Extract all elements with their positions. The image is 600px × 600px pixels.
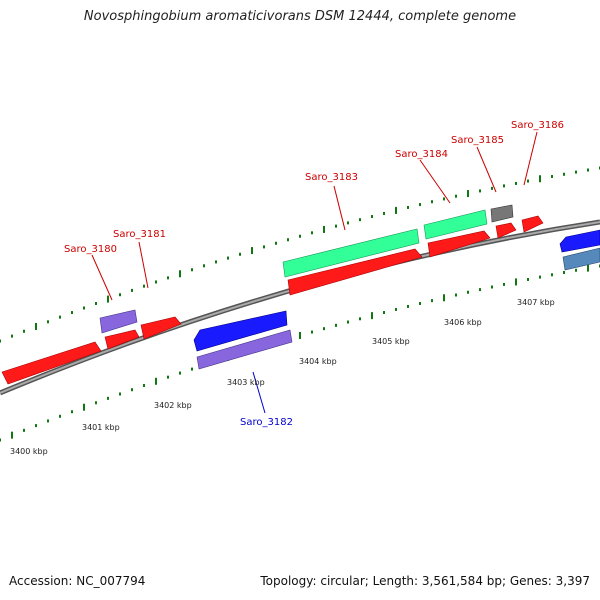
gene-forward-1[interactable]	[1, 341, 102, 385]
gene-feature-saro3184[interactable]	[423, 209, 488, 240]
kbp-label-3405: 3405 kbp	[372, 337, 410, 346]
gene-label-saro3181[interactable]: Saro_3181	[113, 229, 166, 240]
gene-feature-saro3185[interactable]	[490, 204, 514, 223]
gene-feature-saro3183[interactable]	[282, 228, 420, 278]
gene-reverse-right-feature[interactable]	[562, 247, 600, 271]
kbp-label-3400: 3400 kbp	[10, 447, 48, 456]
gene-label-saro3184[interactable]: Saro_3184	[395, 149, 448, 160]
kbp-label-3406: 3406 kbp	[444, 318, 482, 327]
kbp-label-3401: 3401 kbp	[82, 423, 120, 432]
kbp-label-3402: 3402 kbp	[154, 401, 192, 410]
outer-tick-track	[0, 166, 600, 343]
gene-reverse-right[interactable]	[559, 229, 600, 253]
leader-saro3180	[91, 254, 113, 301]
gene-forward-saro3181-b[interactable]	[140, 316, 182, 340]
kbp-label-3404: 3404 kbp	[299, 357, 337, 366]
gene-forward-saro3183[interactable]	[287, 248, 423, 296]
leader-saro3186	[523, 131, 538, 186]
gene-reverse-feature-saro3182[interactable]	[196, 329, 293, 370]
genome-summary-text: Topology: circular; Length: 3,561,584 bp…	[260, 574, 590, 588]
kbp-label-3403: 3403 kbp	[227, 378, 265, 387]
gene-forward-saro3181-a[interactable]	[104, 329, 140, 350]
gene-label-saro3183[interactable]: Saro_3183	[305, 172, 358, 183]
gene-forward-saro3184[interactable]	[427, 230, 491, 258]
genome-title: Novosphingobium aromaticivorans DSM 1244…	[83, 9, 517, 24]
accession-text: Accession: NC_007794	[9, 574, 146, 588]
gene-reverse-saro3182[interactable]	[193, 310, 288, 352]
leader-saro3182	[252, 371, 266, 414]
kbp-label-3407: 3407 kbp	[517, 298, 555, 307]
leader-saro3184	[419, 159, 451, 204]
gene-label-saro3182[interactable]: Saro_3182	[240, 417, 293, 428]
leader-saro3183	[333, 185, 346, 231]
leader-saro3185	[476, 146, 497, 193]
gene-forward-saro3186[interactable]	[521, 215, 544, 233]
gene-label-saro3185[interactable]: Saro_3185	[451, 135, 504, 146]
leader-saro3181	[138, 241, 149, 289]
gene-label-saro3186[interactable]: Saro_3186	[511, 120, 564, 131]
gene-forward-saro3185[interactable]	[495, 222, 517, 239]
gene-feature-saro3180[interactable]	[99, 309, 138, 334]
gene-label-saro3180[interactable]: Saro_3180	[64, 244, 117, 255]
